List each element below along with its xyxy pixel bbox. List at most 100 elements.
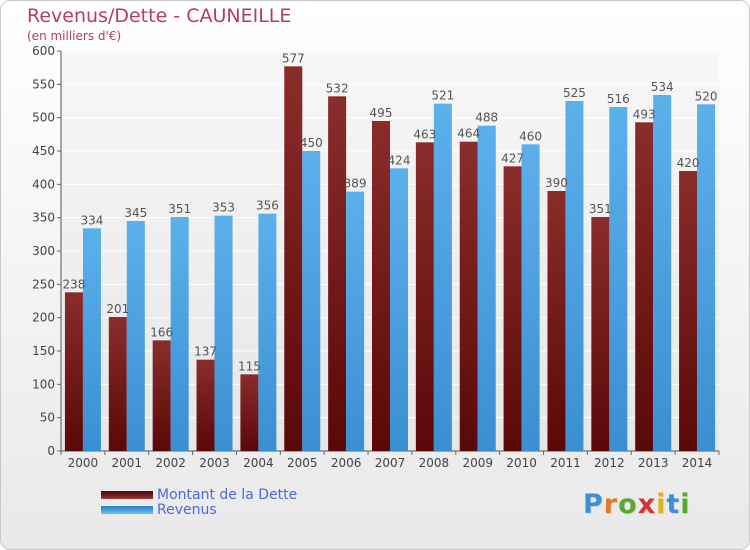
y-tick-label: 600: [32, 44, 55, 58]
bar-debt: [503, 166, 522, 452]
x-tick-label: 2005: [287, 456, 318, 470]
bar-revenue: [170, 217, 189, 451]
data-label-debt: 463: [413, 127, 436, 141]
legend-swatch-revenue: [101, 505, 153, 514]
x-tick-label: 2000: [68, 456, 99, 470]
logo-letter: x: [637, 489, 657, 520]
data-label-revenue: 525: [563, 86, 586, 100]
bar-debt: [591, 217, 610, 451]
data-label-revenue: 534: [651, 80, 674, 94]
x-tick-label: 2010: [506, 456, 537, 470]
bar-debt: [108, 317, 127, 451]
logo-letter: P: [583, 489, 604, 520]
data-label-debt: 238: [62, 277, 85, 291]
y-tick-label: 50: [40, 411, 55, 425]
data-label-revenue: 351: [168, 202, 191, 216]
data-label-revenue: 353: [212, 201, 235, 215]
x-tick-label: 2013: [638, 456, 669, 470]
x-tick-label: 2007: [375, 456, 406, 470]
bar-revenue: [346, 191, 365, 451]
chart-subtitle: (en milliers d'€): [27, 29, 122, 43]
y-tick-label: 400: [32, 177, 55, 191]
bar-debt: [372, 121, 390, 451]
bar-revenue: [565, 101, 584, 451]
data-label-debt: 493: [633, 107, 656, 121]
data-label-debt: 390: [545, 176, 568, 190]
data-label-revenue: 389: [344, 177, 367, 191]
data-label-revenue: 356: [256, 199, 279, 213]
bar-debt: [64, 292, 83, 451]
y-tick-label: 300: [32, 244, 55, 258]
data-label-debt: 351: [589, 202, 612, 216]
y-tick-label: 0: [47, 444, 55, 458]
bar-debt: [240, 374, 259, 451]
legend-swatch-debt: [101, 490, 153, 499]
bar-revenue: [302, 151, 321, 451]
chart-title: Revenus/Dette - CAUNEILLE: [27, 5, 292, 27]
data-label-revenue: 516: [607, 92, 630, 106]
bar-debt: [284, 66, 303, 451]
data-label-debt: 464: [457, 127, 480, 141]
data-label-revenue: 450: [300, 136, 323, 150]
y-tick-label: 350: [32, 211, 55, 225]
data-label-debt: 420: [677, 156, 700, 170]
bar-revenue: [653, 95, 672, 451]
bar-debt: [152, 340, 171, 451]
y-tick-label: 200: [32, 311, 55, 325]
data-label-revenue: 520: [695, 89, 718, 103]
data-label-revenue: 521: [431, 89, 454, 103]
bar-revenue: [126, 221, 145, 451]
data-label-revenue: 460: [519, 129, 542, 143]
y-tick-label: 150: [32, 344, 55, 358]
proxiti-logo: Proxiti: [583, 489, 691, 520]
x-tick-label: 2012: [594, 456, 625, 470]
data-label-debt: 115: [238, 359, 261, 373]
bar-debt: [328, 96, 347, 451]
logo-letter: t: [666, 489, 681, 520]
data-label-revenue: 334: [80, 213, 103, 227]
bar-revenue: [82, 228, 101, 451]
legend-item-revenue: Revenus: [101, 502, 297, 518]
logo-letter: i: [656, 489, 667, 520]
bar-revenue: [214, 215, 233, 451]
data-label-revenue: 345: [124, 206, 147, 220]
logo-letter: o: [618, 489, 638, 520]
y-tick-label: 550: [32, 77, 55, 91]
data-label-revenue: 424: [388, 153, 411, 167]
bar-debt: [547, 191, 566, 451]
data-label-revenue: 488: [475, 111, 498, 125]
bar-debt: [635, 122, 654, 451]
logo-letter: i: [680, 489, 691, 520]
data-label-debt: 532: [326, 81, 349, 95]
bar-revenue: [697, 104, 716, 451]
data-label-debt: 166: [150, 325, 173, 339]
x-tick-label: 2001: [112, 456, 143, 470]
data-label-debt: 201: [106, 302, 129, 316]
x-tick-label: 2009: [462, 456, 493, 470]
y-tick-label: 250: [32, 277, 55, 291]
logo-letter: r: [603, 489, 619, 520]
bar-revenue: [521, 144, 540, 452]
y-tick-label: 500: [32, 111, 55, 125]
x-tick-label: 2006: [331, 456, 362, 470]
data-label-debt: 427: [501, 151, 524, 165]
x-tick-label: 2003: [199, 456, 230, 470]
bar-revenue: [390, 168, 408, 452]
data-label-debt: 495: [370, 106, 393, 120]
bar-debt: [196, 359, 215, 451]
x-tick-label: 2011: [550, 456, 581, 470]
x-tick-label: 2014: [682, 456, 713, 470]
data-label-debt: 137: [194, 345, 217, 359]
bar-debt: [415, 142, 434, 452]
y-tick-label: 450: [32, 144, 55, 158]
bar-revenue: [258, 213, 277, 451]
bar-revenue: [609, 107, 628, 451]
legend: Montant de la Dette Revenus: [101, 486, 298, 518]
data-label-debt: 577: [282, 51, 305, 65]
x-tick-label: 2004: [243, 456, 274, 470]
bar-revenue: [433, 103, 452, 452]
bar-debt: [459, 141, 478, 451]
legend-label-debt: Montant de la Dette: [157, 486, 298, 503]
